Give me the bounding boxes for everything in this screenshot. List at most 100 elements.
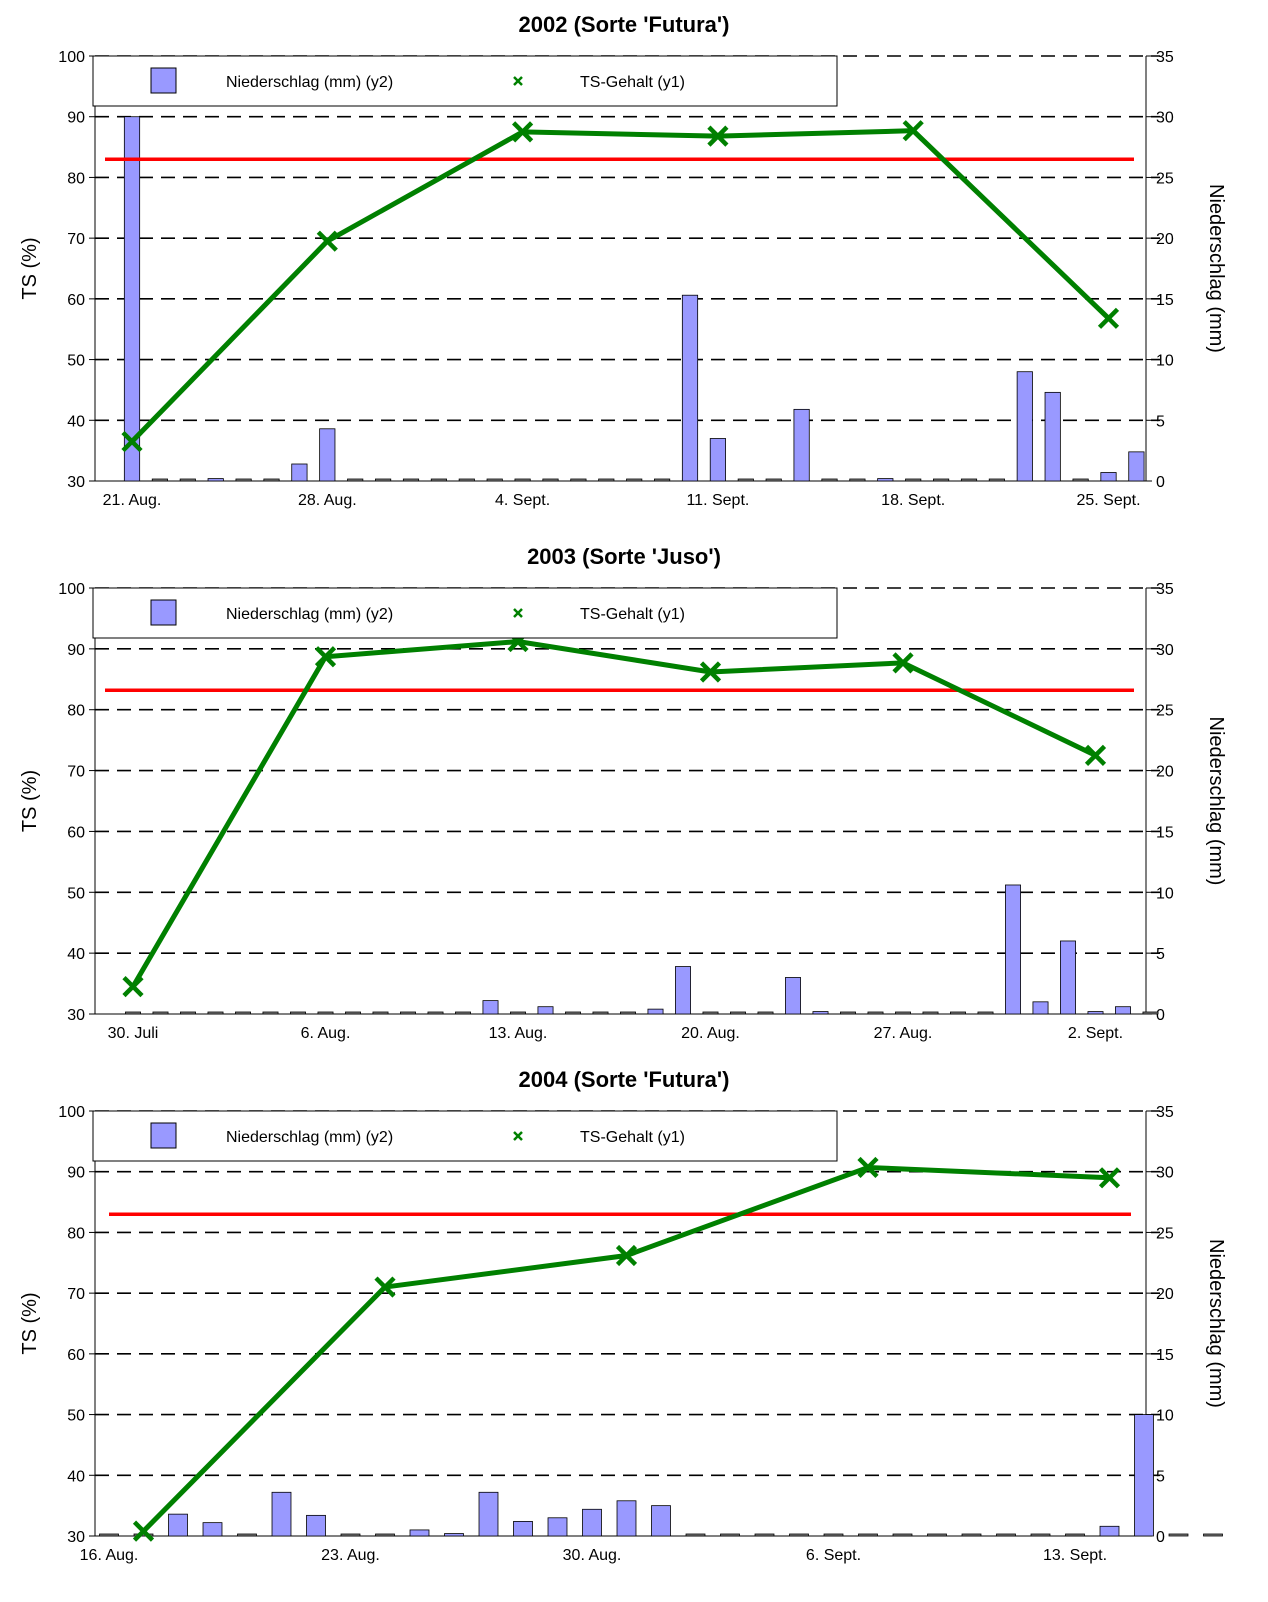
- y2-tick-label: 25: [1156, 703, 1174, 720]
- precipitation-bar: [720, 1533, 740, 1537]
- y2-tick-label: 35: [1156, 581, 1174, 598]
- x-tick-label: 21. Aug.: [103, 492, 162, 509]
- precipitation-bar: [977, 1011, 994, 1015]
- ts-gehalt-point: [132, 1520, 155, 1542]
- precipitation-bar: [207, 1011, 224, 1015]
- precipitation-bar: [709, 438, 726, 482]
- y-tick-label: 60: [67, 824, 85, 841]
- ts-gehalt-point: [707, 125, 729, 147]
- y2-tick-label: 20: [1156, 231, 1174, 248]
- precipitation-bar: [905, 478, 922, 482]
- y2-tick-label: 10: [1156, 1408, 1174, 1425]
- ts-gehalt-point: [1098, 1167, 1121, 1189]
- precipitation-bar: [765, 478, 782, 482]
- precipitation-bar: [1168, 1533, 1189, 1537]
- ts-gehalt-point: [374, 1276, 396, 1298]
- legend: Niederschlag (mm) (y2) TS-Gehalt (y1): [92, 55, 838, 107]
- precipitation-bar: [402, 478, 420, 482]
- precipitation-bar: [823, 1533, 844, 1537]
- precipitation-bar: [789, 1533, 809, 1537]
- precipitation-bar: [1005, 884, 1021, 1015]
- precipitation-bar: [340, 1533, 361, 1537]
- precipitation-bar: [675, 966, 691, 1015]
- precipitation-bar: [685, 1533, 706, 1537]
- y2-tick-label: 0: [1156, 1007, 1165, 1024]
- legend-marker-ts: [513, 608, 523, 618]
- precipitation-bar: [598, 478, 615, 482]
- precipitation-bar: [430, 478, 447, 482]
- precipitation-bar: [458, 478, 475, 482]
- precipitation-bar: [620, 1011, 636, 1015]
- precipitation-bar: [168, 1513, 188, 1537]
- y-tick-label: 100: [58, 49, 85, 66]
- precipitation-bar: [262, 1011, 279, 1015]
- precipitation-bar: [895, 1011, 911, 1015]
- precipitation-bar: [478, 1491, 499, 1537]
- y2-tick-label: 0: [1156, 1529, 1165, 1546]
- precipitation-bar: [514, 478, 531, 482]
- precipitation-bar: [345, 1011, 361, 1015]
- precipitation-bar: [375, 1533, 395, 1537]
- y-tick-label: 30: [67, 1007, 85, 1024]
- precipitation-bar: [271, 1491, 292, 1537]
- y2-tick-label: 10: [1156, 353, 1174, 370]
- precipitation-bar: [347, 478, 364, 482]
- legend-label-ts: TS-Gehalt (y1): [580, 1129, 685, 1146]
- ts-gehalt-point: [314, 646, 337, 668]
- precipitation-bar: [702, 1011, 719, 1015]
- x-tick-label: 23. Aug.: [321, 1547, 380, 1564]
- precipitation-bar: [616, 1500, 637, 1537]
- x-tick-label: 30. Aug.: [563, 1547, 622, 1564]
- y-tick-label: 90: [67, 1165, 85, 1182]
- x-tick-label: 2. Sept.: [1068, 1025, 1123, 1042]
- precipitation-bar: [317, 1011, 334, 1015]
- y-axis-label: TS (%): [19, 1292, 41, 1354]
- legend: Niederschlag (mm) (y2) TS-Gehalt (y1): [92, 587, 838, 639]
- y2-tick-label: 5: [1156, 946, 1165, 963]
- precipitation-bar: [892, 1533, 913, 1537]
- precipitation-bar: [455, 1011, 471, 1015]
- x-tick-label: 6. Aug.: [301, 1025, 351, 1042]
- precipitation-bar: [626, 478, 643, 482]
- y2-tick-label: 30: [1156, 1165, 1174, 1182]
- precipitation-bar: [754, 1533, 775, 1537]
- legend-swatch-precipitation: [150, 1122, 177, 1149]
- y-tick-label: 50: [67, 353, 85, 370]
- y2-axis-label: Niederschlag (mm): [1205, 184, 1227, 353]
- y-tick-label: 90: [67, 110, 85, 127]
- precipitation-bar: [960, 478, 978, 482]
- x-tick-label: 25. Sept.: [1076, 492, 1140, 509]
- precipitation-bar: [927, 1533, 947, 1537]
- precipitation-bar: [1072, 478, 1089, 482]
- chart-2: 2004 (Sorte 'Futura') 30 40 50 60 70 80 90 100 0 5…: [19, 1067, 1227, 1564]
- legend-marker-ts: [513, 76, 523, 86]
- precipitation-bar: [592, 1011, 609, 1015]
- y2-tick-label: 35: [1156, 1104, 1174, 1121]
- y2-tick-label: 10: [1156, 885, 1174, 902]
- precipitation-bar: [840, 1011, 856, 1015]
- precipitation-bar: [996, 1533, 1016, 1537]
- y-tick-label: 40: [67, 413, 85, 430]
- precipitation-bar: [647, 1008, 664, 1015]
- ts-gehalt-line: [130, 128, 1111, 444]
- precipitation-bar: [1142, 1011, 1159, 1015]
- precipitation-bar: [565, 1011, 581, 1015]
- x-tick-label: 4. Sept.: [495, 492, 550, 509]
- legend-swatch-precipitation: [150, 599, 177, 626]
- y-tick-label: 60: [67, 1347, 85, 1364]
- precipitation-bar: [1032, 1001, 1049, 1015]
- legend-label-precipitation: Niederschlag (mm) (y2): [226, 74, 393, 91]
- chart-title: 2002 (Sorte 'Futura'): [519, 12, 730, 37]
- precipitation-bar: [849, 478, 866, 482]
- precipitation-bar: [537, 1006, 554, 1015]
- y2-tick-label: 15: [1156, 824, 1174, 841]
- precipitation-bar: [235, 1011, 251, 1015]
- precipitation-bar: [319, 428, 336, 482]
- ts-gehalt-point: [512, 121, 534, 143]
- precipitation-bar: [427, 1011, 444, 1015]
- precipitation-bar: [785, 977, 801, 1015]
- precipitation-bar: [179, 478, 196, 482]
- precipitation-bar: [237, 1533, 257, 1537]
- ts-gehalt-point: [121, 430, 143, 453]
- ts-gehalt-point: [699, 661, 722, 683]
